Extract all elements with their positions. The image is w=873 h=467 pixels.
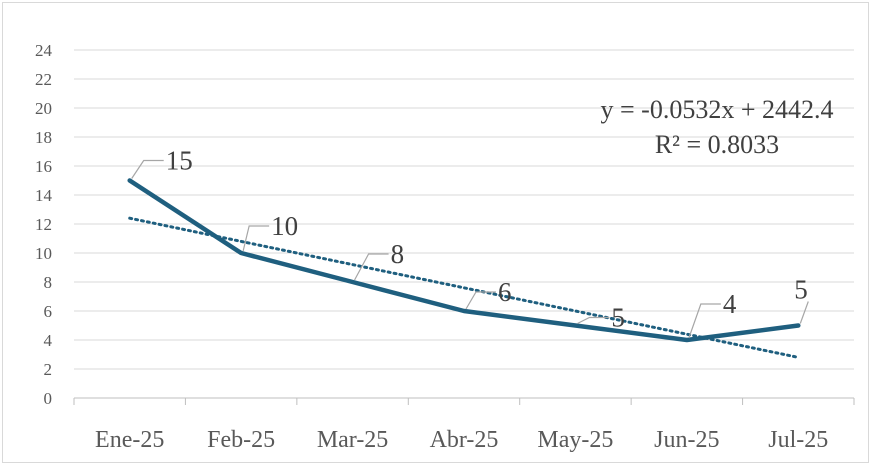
data-label: 15 bbox=[166, 146, 193, 176]
y-tick-label: 8 bbox=[44, 273, 53, 292]
y-tick-label: 20 bbox=[35, 99, 52, 118]
x-axis-tick-labels: Ene-25 Feb-25 Mar-25 Abr-25 May-25 Jun-25 Jul-… bbox=[95, 427, 828, 453]
y-tick-label: 24 bbox=[35, 41, 53, 60]
data-label-leader bbox=[242, 225, 270, 252]
x-tick-label: Ene-25 bbox=[95, 427, 164, 453]
data-label-leader bbox=[131, 159, 164, 179]
data-labels: 15 10 8 6 5 4 5 bbox=[166, 146, 808, 333]
y-tick-label: 2 bbox=[44, 360, 53, 379]
data-label-leader bbox=[799, 301, 809, 324]
y-tick-label: 14 bbox=[35, 186, 53, 205]
data-label: 8 bbox=[391, 239, 405, 269]
x-tick-label: Feb-25 bbox=[207, 427, 275, 453]
data-label: 4 bbox=[723, 289, 737, 319]
data-label-leaders bbox=[131, 159, 809, 339]
series-line bbox=[127, 178, 801, 343]
y-tick-label: 0 bbox=[44, 389, 53, 408]
data-label-leader bbox=[354, 253, 389, 281]
data-label: 10 bbox=[271, 211, 298, 241]
x-tick-label: May-25 bbox=[537, 427, 613, 453]
y-tick-label: 18 bbox=[35, 128, 52, 147]
x-tick-label: Abr-25 bbox=[430, 427, 499, 453]
y-tick-label: 4 bbox=[44, 331, 53, 350]
y-tick-label: 16 bbox=[35, 157, 52, 176]
trendline-r-squared: R² = 0.8033 bbox=[655, 130, 779, 159]
data-label: 6 bbox=[498, 277, 512, 307]
data-label: 5 bbox=[794, 275, 808, 305]
y-tick-label: 6 bbox=[44, 302, 53, 321]
x-tick-label: Jul-25 bbox=[768, 427, 828, 453]
data-label-leader bbox=[465, 291, 496, 310]
x-axis bbox=[73, 397, 855, 405]
data-label-leader bbox=[688, 303, 721, 339]
data-label: 5 bbox=[611, 303, 625, 333]
gridlines bbox=[74, 49, 854, 370]
y-tick-label: 22 bbox=[35, 70, 52, 89]
x-tick-label: Mar-25 bbox=[317, 427, 389, 453]
x-tick-label: Jun-25 bbox=[654, 427, 719, 453]
data-label-leader bbox=[577, 316, 610, 325]
trendline bbox=[128, 216, 800, 359]
trendline-equation: y = -0.0532x + 2442.4 bbox=[601, 95, 834, 124]
y-tick-label: 12 bbox=[35, 215, 52, 234]
y-tick-label: 10 bbox=[35, 244, 52, 263]
